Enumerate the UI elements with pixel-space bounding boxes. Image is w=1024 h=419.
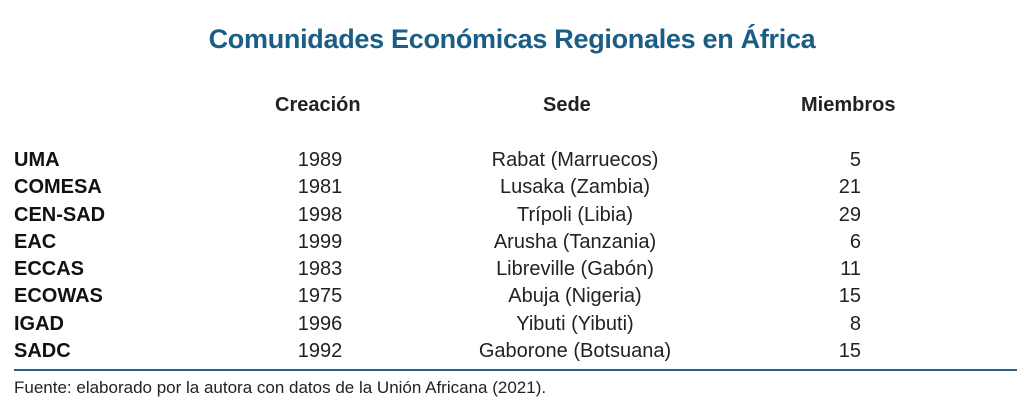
- row-name: EAC: [14, 230, 57, 253]
- row-members: 15: [838, 340, 861, 363]
- row-name: SADC: [14, 340, 71, 363]
- column-header-creacion: Creación: [275, 94, 361, 116]
- row-sede: Libreville (Gabón): [496, 258, 654, 281]
- row-sede: Yibuti (Yibuti): [516, 312, 634, 335]
- column-header-sede: Sede: [543, 94, 591, 116]
- table-row: IGAD 1996 Yibuti (Yibuti) 8: [0, 312, 1024, 339]
- row-members: 11: [840, 258, 861, 281]
- column-header-miembros: Miembros: [801, 94, 896, 116]
- row-name: COMESA: [14, 176, 102, 199]
- row-members: 15: [838, 285, 861, 308]
- row-members: 6: [849, 230, 861, 253]
- table-row: EAC 1999 Arusha (Tanzania) 6: [0, 230, 1024, 257]
- footer-divider: [14, 369, 1017, 371]
- table-row: ECOWAS 1975 Abuja (Nigeria) 15: [0, 284, 1024, 311]
- row-members: 29: [838, 203, 861, 226]
- row-sede: Abuja (Nigeria): [508, 285, 642, 308]
- row-year: 1975: [297, 285, 343, 308]
- table-row: UMA 1989 Rabat (Marruecos) 5: [0, 148, 1024, 175]
- table-row: CEN-SAD 1998 Trípoli (Libia) 29: [0, 203, 1024, 230]
- row-year: 1996: [297, 312, 343, 335]
- table-row: SADC 1992 Gaborone (Botsuana) 15: [0, 339, 1024, 366]
- table-row: COMESA 1981 Lusaka (Zambia) 21: [0, 175, 1024, 202]
- row-name: IGAD: [14, 312, 64, 335]
- row-year: 1999: [297, 230, 343, 253]
- row-name: UMA: [14, 149, 60, 171]
- row-sede: Gaborone (Botsuana): [478, 340, 672, 363]
- row-name: ECOWAS: [14, 285, 103, 308]
- table-body: UMA 1989 Rabat (Marruecos) 5 COMESA 1981…: [0, 148, 1024, 366]
- row-year: 1989: [297, 149, 343, 171]
- row-sede: Lusaka (Zambia): [499, 176, 651, 199]
- table-title: Comunidades Económicas Regionales en Áfr…: [208, 24, 816, 54]
- row-sede: Arusha (Tanzania): [493, 230, 657, 253]
- row-sede: Rabat (Marruecos): [491, 149, 659, 171]
- source-note: Fuente: elaborado por la autora con dato…: [14, 378, 547, 397]
- table-row: ECCAS 1983 Libreville (Gabón) 11: [0, 257, 1024, 284]
- row-members: 5: [849, 149, 861, 171]
- row-year: 1992: [297, 340, 343, 363]
- row-members: 21: [838, 176, 861, 199]
- row-year: 1998: [297, 203, 343, 226]
- row-name: ECCAS: [14, 258, 85, 281]
- row-year: 1983: [297, 258, 343, 281]
- row-members: 8: [849, 312, 861, 335]
- row-sede: Trípoli (Libia): [517, 203, 633, 226]
- row-name: CEN-SAD: [14, 203, 106, 226]
- row-year: 1981: [297, 176, 343, 199]
